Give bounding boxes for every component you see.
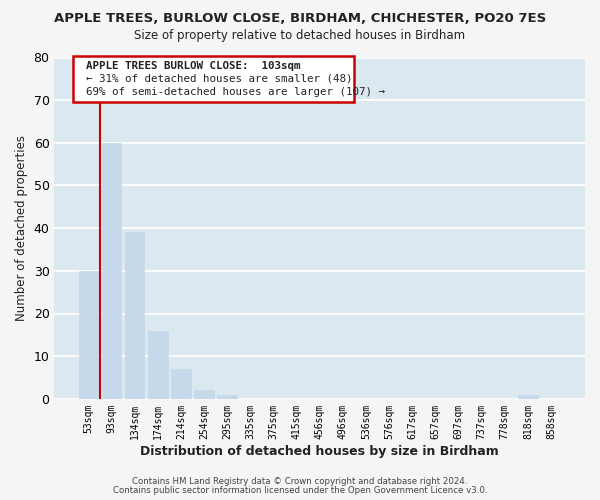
Bar (125, 232, 145, 399)
Bar (194, 390, 214, 399)
Y-axis label: Number of detached properties: Number of detached properties (15, 135, 28, 321)
Bar (148, 330, 167, 399)
Text: APPLE TREES, BURLOW CLOSE, BIRDHAM, CHICHESTER, PO20 7ES: APPLE TREES, BURLOW CLOSE, BIRDHAM, CHIC… (54, 12, 546, 26)
Bar (79, 271, 98, 399)
Bar (518, 394, 538, 399)
Text: 69% of semi-detached houses are larger (107) →: 69% of semi-detached houses are larger (… (86, 87, 385, 97)
X-axis label: Distribution of detached houses by size in Birdham: Distribution of detached houses by size … (140, 444, 499, 458)
Text: APPLE TREES BURLOW CLOSE:  103sqm: APPLE TREES BURLOW CLOSE: 103sqm (86, 61, 301, 71)
Text: Contains public sector information licensed under the Open Government Licence v3: Contains public sector information licen… (113, 486, 487, 495)
Bar (217, 394, 237, 399)
Text: ← 31% of detached houses are smaller (48): ← 31% of detached houses are smaller (48… (86, 74, 353, 84)
Text: Contains HM Land Registry data © Crown copyright and database right 2024.: Contains HM Land Registry data © Crown c… (132, 477, 468, 486)
Bar (171, 369, 191, 399)
Text: Size of property relative to detached houses in Birdham: Size of property relative to detached ho… (134, 29, 466, 42)
Bar (101, 143, 121, 399)
FancyBboxPatch shape (73, 56, 354, 102)
